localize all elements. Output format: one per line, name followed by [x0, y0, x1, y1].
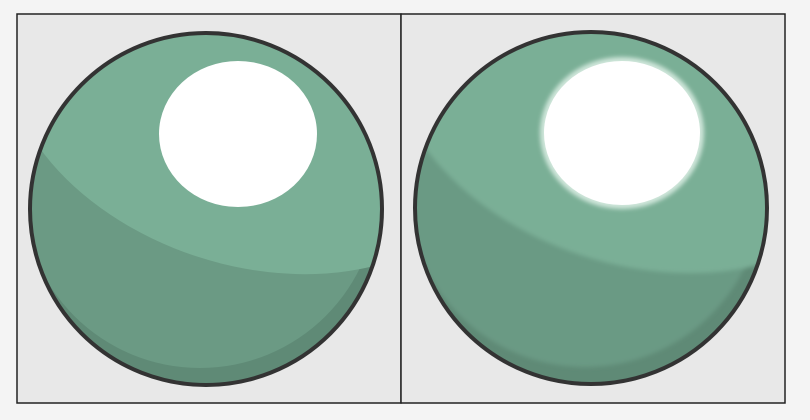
sphere-outline	[413, 30, 769, 386]
sphere-outline	[28, 31, 384, 387]
highlight	[159, 61, 317, 207]
right-sphere	[415, 32, 767, 384]
highlight	[544, 61, 700, 205]
left-sphere	[30, 33, 382, 385]
